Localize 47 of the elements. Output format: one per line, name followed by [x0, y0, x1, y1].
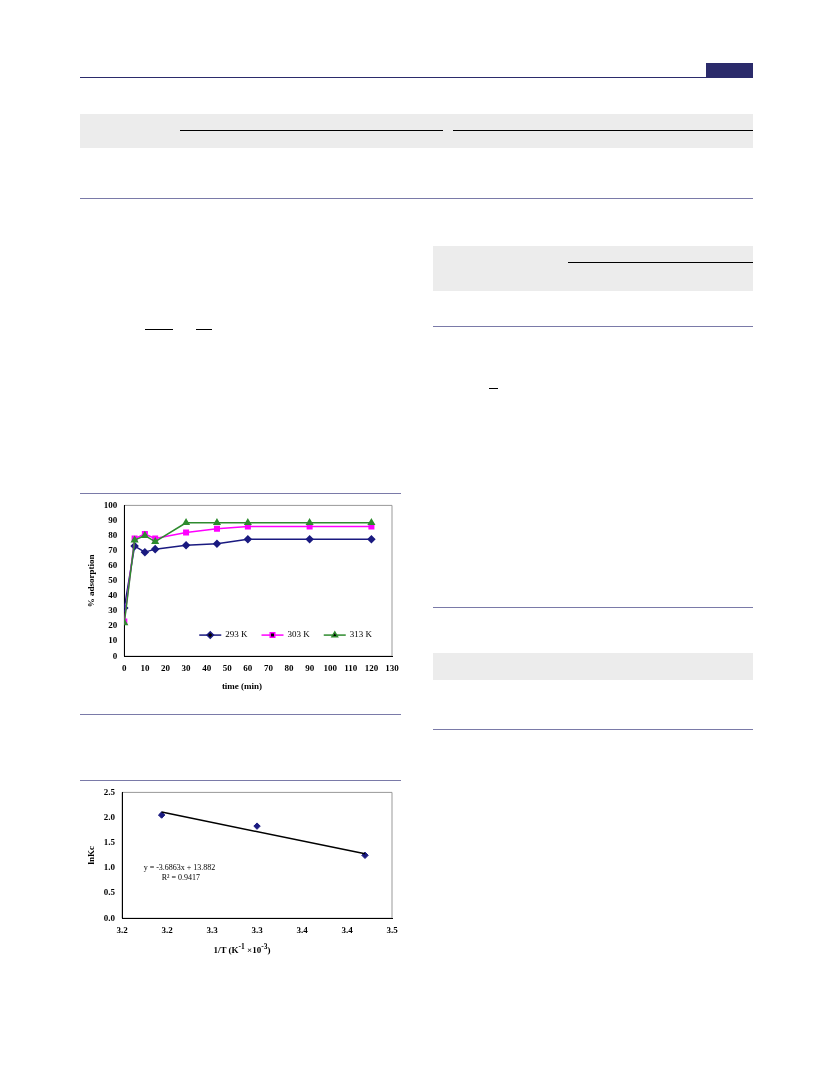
- x-tick-label: 3.4: [296, 924, 309, 935]
- y-tick-label: 70: [108, 544, 118, 555]
- y-tick-label: 40: [108, 590, 118, 601]
- x-tick-label: 3.4: [341, 924, 354, 935]
- x-tick-label: 3.2: [161, 924, 174, 935]
- annotation: R² = 0.9417: [161, 872, 200, 882]
- y-axis-title: % adsorption: [85, 554, 96, 608]
- y-tick-label: 90: [108, 514, 118, 525]
- x-tick-label: 50: [222, 662, 233, 673]
- y-tick-label: 100: [103, 499, 118, 510]
- x-tick-label: 3.5: [386, 924, 399, 935]
- x-tick-label: 90: [305, 662, 315, 673]
- y-tick-label: 60: [108, 560, 118, 571]
- x-tick-label: 60: [243, 662, 253, 673]
- y-tick-label: 1.0: [103, 862, 116, 873]
- legend-label: 293 K: [225, 629, 248, 640]
- y-tick-label: 0.0: [103, 912, 116, 923]
- x-tick-label: 40: [202, 662, 212, 673]
- y-tick-label: 50: [108, 575, 118, 586]
- x-tick-label: 100: [323, 662, 338, 673]
- x-tick-label: 3.3: [206, 924, 219, 935]
- y-tick-label: 30: [108, 605, 118, 616]
- y-tick-label: 10: [108, 635, 118, 646]
- x-tick-label: 130: [385, 662, 400, 673]
- legend-label: 313 K: [349, 629, 373, 640]
- y-tick-label: 80: [108, 529, 118, 540]
- y-tick-label: 2.0: [103, 811, 116, 822]
- x-tick-label: 110: [344, 662, 358, 673]
- x-tick-label: 3.2: [116, 924, 129, 935]
- x-tick-label: 30: [181, 662, 192, 673]
- x-tick-label: 20: [160, 662, 171, 673]
- x-tick-label: 70: [263, 662, 274, 673]
- y-axis-title: lnKc: [85, 846, 96, 865]
- x-tick-label: 80: [284, 662, 295, 673]
- x-tick-label: 0: [122, 662, 128, 673]
- legend-label: 303 K: [287, 629, 311, 640]
- x-axis-title: 1/T (K$^{-1}$ ×10$^{-3}$): [212, 942, 272, 955]
- y-tick-label: 20: [108, 620, 118, 631]
- y-tick-label: 1.5: [103, 837, 116, 848]
- x-tick-label: 3.3: [251, 924, 264, 935]
- y-tick-label: 0.5: [103, 887, 116, 898]
- x-axis-title: time (min): [220, 681, 264, 691]
- annotation: y = -3.6863x + 13.882: [143, 862, 216, 872]
- x-tick-label: 120: [364, 662, 379, 673]
- y-tick-label: 0: [112, 650, 118, 661]
- y-tick-label: 2.5: [103, 786, 116, 797]
- x-tick-label: 10: [140, 662, 150, 673]
